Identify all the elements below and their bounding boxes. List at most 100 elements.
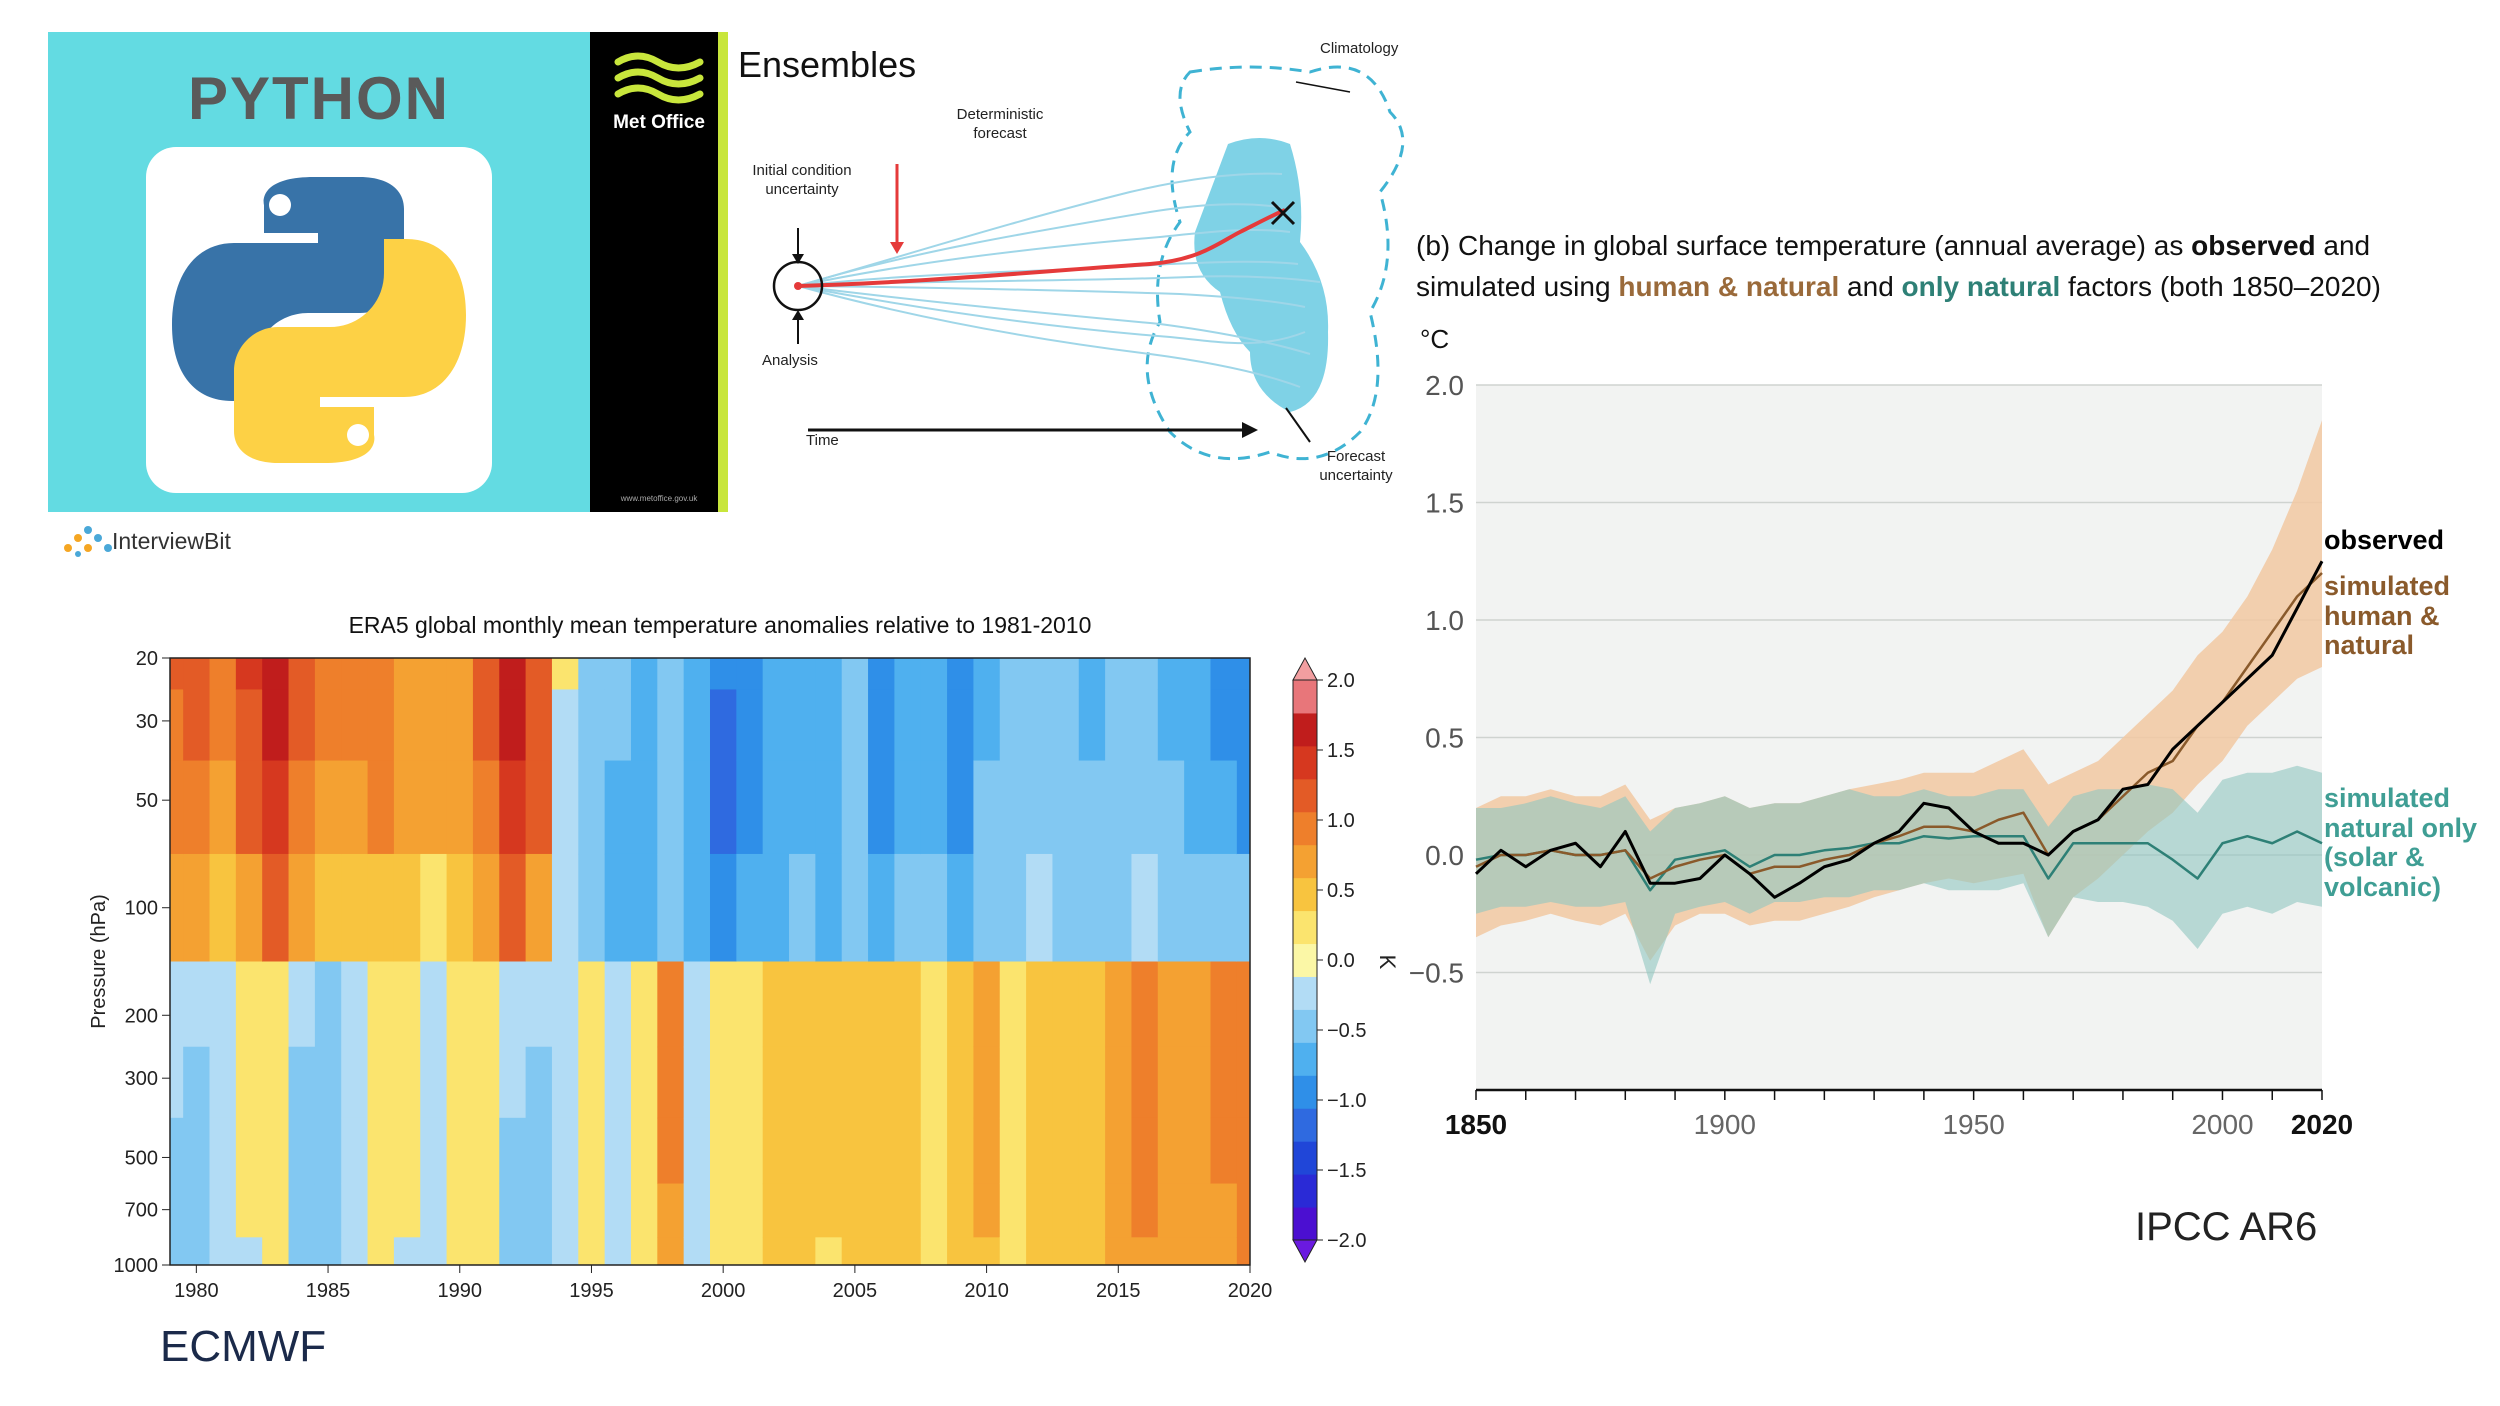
heatmap-cell — [683, 760, 711, 855]
heatmap-cell — [762, 689, 790, 762]
heatmap-cell — [815, 760, 843, 855]
heatmap-cell — [841, 1183, 869, 1238]
heatmap-cell — [657, 961, 685, 1048]
heatmap-cell — [1236, 1046, 1251, 1119]
heatmap-cell — [170, 1117, 184, 1185]
heatmap-cell — [170, 1237, 184, 1266]
era5-heatmap: 1980 1985 1990 1995 2000 2005 2010 2015 20202030… — [88, 648, 1400, 1302]
y-tick-label: 1.0 — [1425, 605, 1464, 636]
colorbar-top-arrow — [1292, 656, 1318, 681]
legend-text: simulated — [2324, 571, 2451, 601]
heatmap-cell — [947, 1117, 974, 1185]
heatmap-cell — [789, 853, 816, 962]
heatmap-cell — [1078, 760, 1106, 855]
heatmap-cell — [1052, 1237, 1080, 1266]
heatmap-cell — [446, 658, 474, 690]
heatmap-cell — [973, 658, 1001, 690]
heatmap-cell — [630, 760, 658, 855]
heatmap-cell — [314, 1183, 342, 1238]
heatmap-cell — [1157, 760, 1185, 855]
heatmap-cell — [604, 1237, 632, 1266]
heatmap-cell — [657, 1183, 685, 1238]
heatmap-cell — [235, 853, 263, 962]
heatmap-cell — [1078, 1237, 1106, 1266]
heatmap-cell — [183, 961, 211, 1048]
heatmap-cell — [973, 961, 1001, 1048]
heatmap-cell — [1026, 1183, 1053, 1238]
heatmap-cell — [630, 658, 658, 690]
heatmap-cell — [235, 1046, 263, 1119]
heatmap-cell — [288, 853, 316, 962]
heatmap-cell — [183, 853, 211, 962]
heatmap-cell — [920, 853, 948, 962]
heatmap-cell — [551, 853, 579, 962]
y-tick-label: 30 — [136, 711, 158, 733]
heatmap-cell — [1078, 689, 1106, 762]
heatmap-cell — [947, 760, 974, 855]
heatmap-cell — [578, 1237, 606, 1266]
legend-text: human & — [2324, 600, 2440, 631]
heatmap-cell — [1210, 1237, 1238, 1266]
ensembles-title: Ensembles — [738, 44, 917, 85]
heatmap-cell — [235, 1237, 263, 1266]
heatmap-cell — [393, 658, 421, 690]
y-tick-label: 500 — [125, 1147, 158, 1169]
x-tick-label: 1950 — [1942, 1109, 2004, 1140]
python-logo-tile — [146, 147, 492, 493]
heatmap-cell — [499, 760, 527, 855]
heatmap-cell — [894, 760, 922, 855]
heatmap-cell — [1026, 853, 1053, 962]
heatmap-cell — [1184, 689, 1211, 762]
x-tick-label: 2000 — [701, 1280, 746, 1302]
heatmap-cell — [288, 1046, 316, 1119]
heatmap-cell — [1236, 1237, 1251, 1266]
heatmap-cell — [472, 961, 500, 1048]
heatmap-cell — [420, 760, 448, 855]
heatmap-cell — [183, 1046, 211, 1119]
heatmap-cell — [841, 760, 869, 855]
heatmap-cell — [894, 1117, 922, 1185]
heatmap-cell — [1210, 760, 1238, 855]
heatmap-cell — [920, 1183, 948, 1238]
heatmap-cell — [235, 1183, 263, 1238]
heatmap-cell — [183, 658, 211, 690]
heatmap-cell — [630, 1183, 658, 1238]
ipcc-unit-label: °C — [1420, 324, 1450, 354]
heatmap-cell — [578, 689, 606, 762]
heatmap-cell — [630, 1117, 658, 1185]
heatmap-cell — [1236, 689, 1251, 762]
era5-axes: 1980 1985 1990 1995 2000 2005 2010 2015 20202030… — [88, 648, 1272, 1302]
time-label: Time — [806, 432, 839, 449]
y-tick-label: 100 — [125, 898, 158, 920]
heatmap-cell — [209, 689, 237, 762]
heatmap-cell — [1052, 1117, 1080, 1185]
legend-text: (solar & — [2324, 842, 2425, 873]
heatmap-cell — [170, 1046, 184, 1119]
heatmap-cell — [815, 1117, 843, 1185]
x-tick-label: 1995 — [569, 1280, 614, 1302]
heatmap-cell — [657, 853, 685, 962]
heatmap-cell — [815, 658, 843, 690]
heatmap-cell — [894, 1237, 922, 1266]
heatmap-cell — [367, 961, 395, 1048]
ensemble-diagram — [772, 65, 1405, 461]
heatmap-cell — [1210, 658, 1238, 690]
heatmap-cell — [1131, 1117, 1159, 1185]
heatmap-cell — [393, 1237, 421, 1266]
met-office-accent-bar — [718, 32, 728, 512]
heatmap-cell — [235, 658, 263, 690]
caption-text: and — [2315, 230, 2371, 261]
heatmap-cell — [235, 689, 263, 762]
heatmap-cell — [1026, 1117, 1053, 1185]
heatmap-cell — [1210, 1183, 1238, 1238]
heatmap-cell — [868, 1183, 895, 1238]
heatmap-cell — [736, 658, 764, 690]
heatmap-cell — [1157, 853, 1185, 962]
x-tick-label: 2020 — [1228, 1280, 1273, 1302]
heatmap-cell — [367, 1117, 395, 1185]
heatmap-cell — [1157, 689, 1185, 762]
x-tick-label: 1980 — [174, 1280, 219, 1302]
heatmap-cell — [499, 1237, 527, 1266]
heatmap-cell — [183, 760, 211, 855]
colorbar-segment — [1293, 910, 1317, 945]
